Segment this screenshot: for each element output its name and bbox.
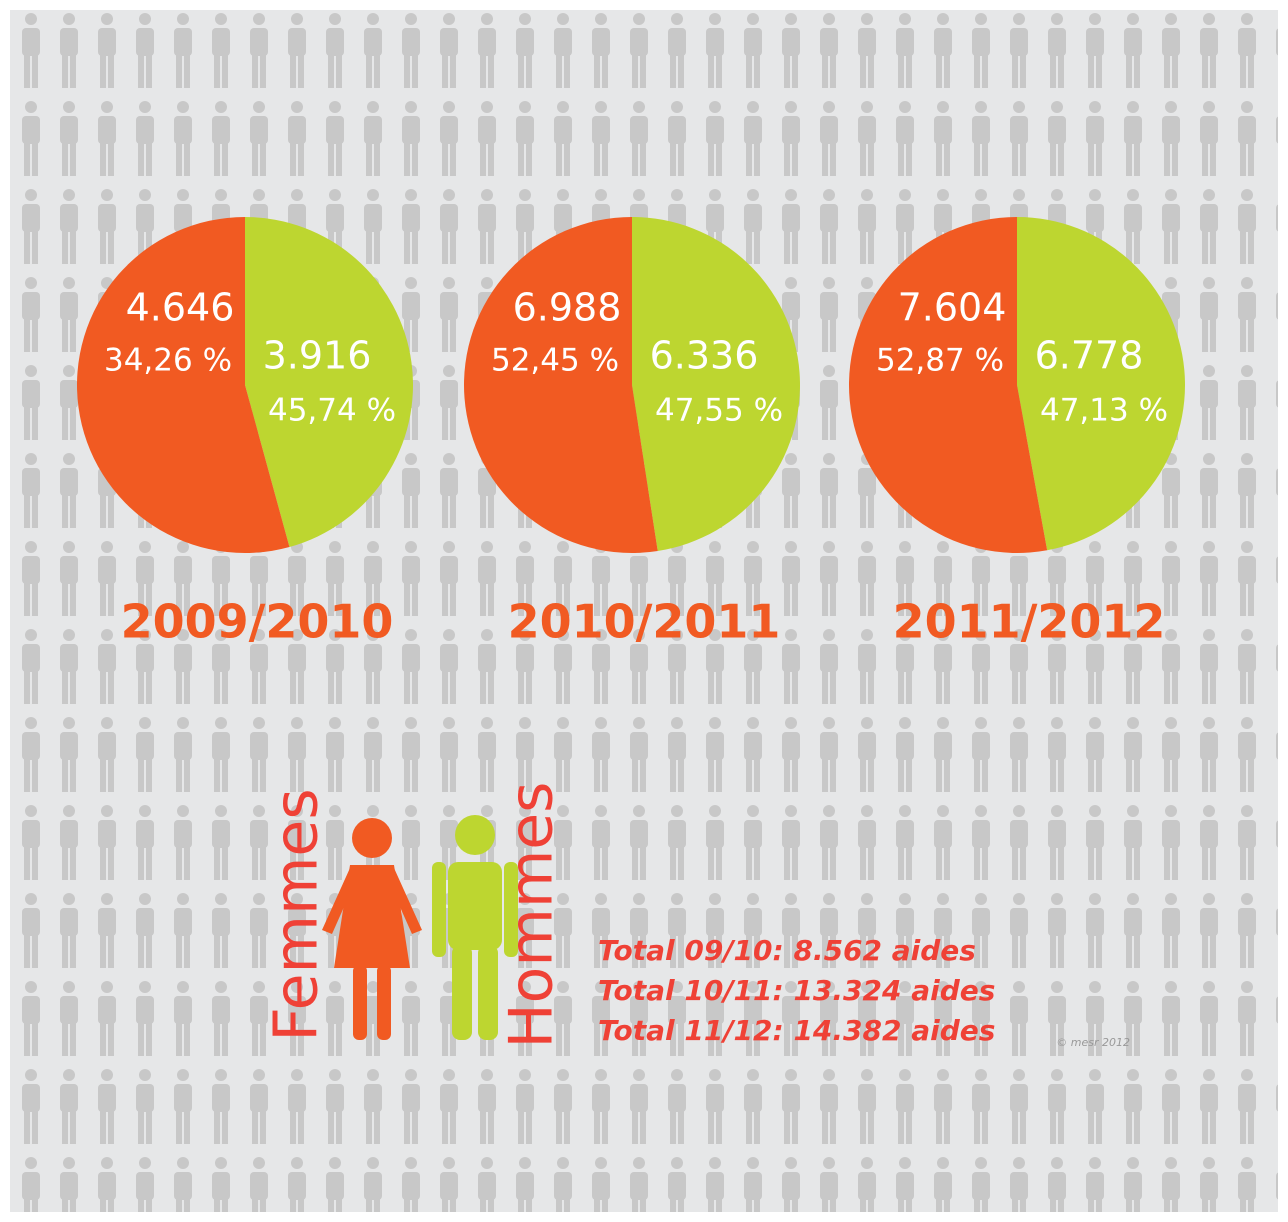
total: Total 10/11: 13.324 aides [598,974,995,1007]
infographic: 4.646 34,26 % 3.916 45,74 % 2009/2010 6.988 52… [0,0,1288,1222]
value-label: 6.336 [650,334,759,378]
share-label: 47,55 % [655,393,783,429]
credit: © mesr 2012 [1056,1036,1130,1049]
total: Total 09/10: 8.562 aides [598,934,976,967]
value-label: 7.604 [898,286,1007,330]
value-label: 6.778 [1035,334,1144,378]
share-label: 34,26 % [104,343,232,379]
legend-label: Hommes [497,782,567,1049]
share-label: 47,13 % [1040,393,1168,429]
value-label: 4.646 [126,286,235,330]
share-label: 45,74 % [268,393,396,429]
year-label: 2009/2010 [121,595,394,649]
share-label: 52,45 % [491,343,619,379]
legend-label: Femmes [262,788,332,1041]
total: Total 11/12: 14.382 aides [598,1014,995,1047]
year-label: 2011/2012 [893,595,1166,649]
value-label: 6.988 [513,286,622,330]
share-label: 52,87 % [876,343,1004,379]
year-label: 2010/2011 [508,595,781,649]
value-label: 3.916 [263,334,372,378]
